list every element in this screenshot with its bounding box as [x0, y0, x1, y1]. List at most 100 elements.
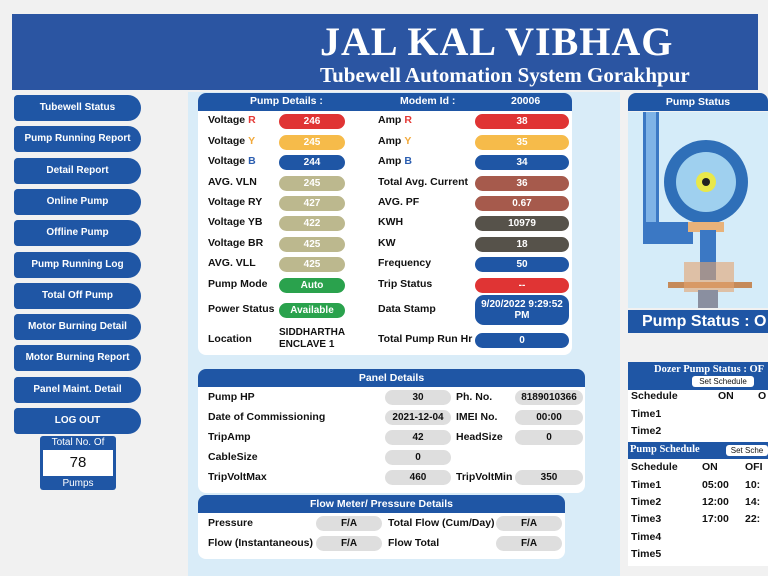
- field-label: AVG. VLL: [208, 257, 256, 269]
- field-value: 34: [475, 154, 569, 170]
- field-label: KWH: [378, 216, 404, 228]
- field-label: Flow (Instantaneous): [208, 537, 313, 549]
- menu-button[interactable]: Detail Report: [14, 157, 141, 184]
- field-value: --: [475, 277, 569, 293]
- field-value: 2021-12-04: [385, 410, 451, 425]
- field-value: 36: [475, 175, 569, 191]
- field-label: Voltage RY: [208, 196, 263, 208]
- field-label: Pump Mode: [208, 278, 268, 290]
- field-label: Location: [208, 333, 252, 345]
- menu-button[interactable]: Motor Burning Detail: [14, 314, 141, 341]
- phase: R: [404, 114, 412, 126]
- field-label: Amp Y: [378, 135, 412, 147]
- schedule-cell: Time2: [631, 425, 662, 437]
- field-label: Pressure: [208, 517, 253, 529]
- field-label: Amp B: [378, 155, 412, 167]
- schedule-cell: Time1: [631, 408, 662, 420]
- schedule-cell: 10:: [745, 479, 761, 491]
- field-label: AVG. VLN: [208, 176, 257, 188]
- pump-count-label: Total No. Of: [51, 437, 105, 448]
- field-label: Frequency: [378, 257, 432, 269]
- field-label: Voltage Y: [208, 135, 256, 147]
- menu-button[interactable]: Online Pump: [14, 188, 141, 215]
- field-value: F/A: [316, 536, 382, 551]
- field-label: Total Pump Run Hr: [378, 333, 473, 345]
- schedule-cell: Schedule: [631, 390, 678, 402]
- field-value: 350: [515, 470, 583, 485]
- menu-button[interactable]: Total Off Pump: [14, 282, 141, 309]
- phase: B: [248, 155, 256, 167]
- field-label: Date of Commissioning: [208, 411, 326, 423]
- schedule-panel: [628, 442, 768, 566]
- menu-button[interactable]: Tubewell Status: [14, 95, 141, 121]
- schedule-cell: 17:00: [702, 513, 729, 525]
- field-label: Ph. No.: [456, 391, 493, 403]
- field-label: Total Flow (Cum/Day): [388, 517, 495, 529]
- field-value: F/A: [496, 516, 562, 531]
- schedule-cell: Time4: [631, 531, 662, 543]
- field-value: 00:00: [515, 410, 583, 425]
- schedule-cell: 12:00: [702, 496, 729, 508]
- field-value: 0: [475, 332, 569, 348]
- phase: B: [404, 155, 412, 167]
- menu-button[interactable]: Offline Pump: [14, 220, 141, 247]
- field-value: SIDDHARTHA ENCLAVE 1: [279, 327, 345, 350]
- schedule-cell: 05:00: [702, 479, 729, 491]
- field-value: 0: [515, 430, 583, 445]
- menu-button[interactable]: Pump Running Log: [14, 251, 141, 278]
- field-value: 460: [385, 470, 451, 485]
- field-value: 30: [385, 390, 451, 405]
- field-value: 18: [475, 236, 569, 252]
- field-label: Total Avg. Current: [378, 176, 469, 188]
- field-label: TripVoltMax: [208, 471, 267, 483]
- schedule-cell: ON: [702, 461, 718, 473]
- pump-status-text: Pump Status : O: [628, 310, 768, 333]
- schedule-cell: Time5: [631, 548, 662, 560]
- field-value: 425: [279, 256, 345, 272]
- field-value: 0.67: [475, 195, 569, 211]
- flow_details-header: Flow Meter/ Pressure Details: [198, 495, 565, 513]
- field-value: 10979: [475, 215, 569, 231]
- menu-button[interactable]: LOG OUT: [14, 408, 141, 434]
- pump-count-unit: Pumps: [62, 478, 94, 489]
- field-label: Voltage R: [208, 114, 256, 126]
- pump-illustration: [643, 112, 752, 308]
- field-value: 9/20/2022 9:29:52 PM: [475, 295, 569, 325]
- field-value: Auto: [279, 277, 345, 293]
- field-value: 50: [475, 256, 569, 272]
- field-value: 422: [279, 215, 345, 231]
- field-value: 246: [279, 113, 345, 129]
- dozer-button[interactable]: Set Schedule: [692, 376, 754, 387]
- schedule-cell: Schedule: [631, 461, 678, 473]
- phase: Y: [404, 135, 412, 147]
- field-label: Amp R: [378, 114, 412, 126]
- menu-button[interactable]: Panel Maint. Detail: [14, 376, 141, 403]
- field-label: IMEI No.: [456, 411, 498, 423]
- field-value: F/A: [316, 516, 382, 531]
- app-subtitle: Tubewell Automation System Gorakhpur: [320, 63, 690, 87]
- menu-button[interactable]: Pump Running Report: [14, 126, 141, 153]
- phase: Y: [248, 135, 256, 147]
- schedule-cell: ON: [718, 390, 734, 402]
- field-value: 245: [279, 134, 345, 150]
- field-value: 35: [475, 134, 569, 150]
- field-value: Available: [279, 302, 345, 318]
- field-value: 38: [475, 113, 569, 129]
- modem-label: Modem Id :: [400, 95, 456, 107]
- pump-details-title: Pump Details :: [250, 95, 323, 107]
- field-label: TripVoltMin: [456, 471, 513, 483]
- field-value: 427: [279, 195, 345, 211]
- modem-id: 20006: [511, 95, 541, 107]
- schedule-cell: Time3: [631, 513, 662, 525]
- menu-button[interactable]: Motor Burning Report: [14, 345, 141, 372]
- pump-details-header: [198, 93, 572, 111]
- schedule-button[interactable]: Set Sche: [726, 445, 768, 456]
- field-label: Data Stamp: [378, 303, 436, 315]
- field-label: CableSize: [208, 451, 258, 463]
- panel_details-header: Panel Details: [198, 369, 585, 387]
- field-value: 42: [385, 430, 451, 445]
- field-value: F/A: [496, 536, 562, 551]
- schedule-cell: O: [758, 390, 767, 402]
- field-label: KW: [378, 237, 396, 249]
